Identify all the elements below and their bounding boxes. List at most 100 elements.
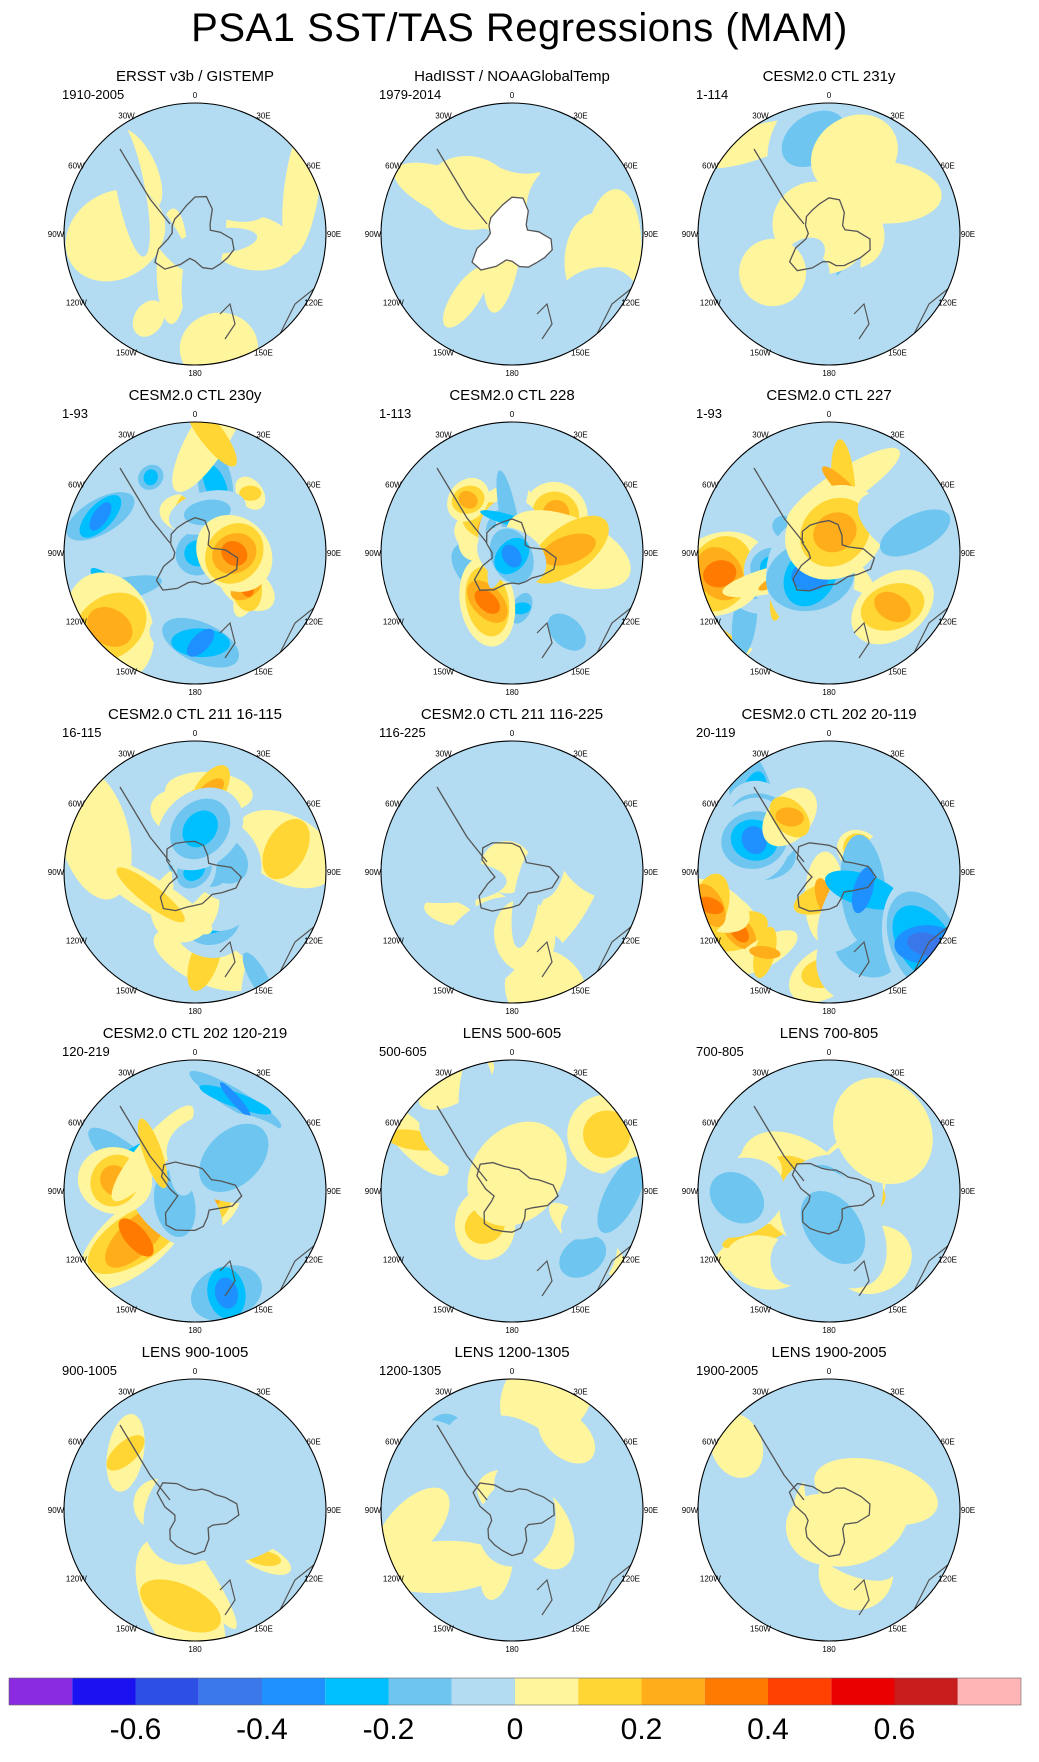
australia-outline bbox=[913, 1240, 955, 1292]
longitude-label: 90E bbox=[644, 868, 658, 877]
longitude-label: 60W bbox=[385, 162, 402, 171]
longitude-label: 150W bbox=[116, 987, 137, 996]
map-panel-15: 0 30E 60E 90E 120E 150E 180 150W 120W 90W 60W 30W LE… bbox=[682, 1344, 975, 1654]
antarctica-outline bbox=[791, 1162, 875, 1235]
field-blob bbox=[749, 946, 781, 959]
longitude-label: 0 bbox=[827, 1048, 832, 1057]
longitude-label: 30W bbox=[435, 111, 452, 120]
panel-title: CESM2.0 CTL 227 bbox=[766, 387, 891, 404]
longitude-label: 150W bbox=[116, 668, 137, 677]
map-border bbox=[697, 102, 961, 366]
antarctica-outline bbox=[471, 196, 553, 271]
longitude-label: 60E bbox=[624, 1119, 638, 1128]
colorbar-segment bbox=[894, 1678, 958, 1705]
longitude-label: 60E bbox=[307, 1119, 321, 1128]
longitude-label: 60E bbox=[624, 162, 638, 171]
field-blob bbox=[176, 227, 258, 256]
longitude-label: 90W bbox=[48, 1187, 65, 1196]
longitude-label: 120W bbox=[66, 299, 87, 308]
colorbar-segment bbox=[72, 1678, 136, 1705]
longitude-label: 180 bbox=[822, 688, 836, 697]
peninsula-outline bbox=[436, 1424, 488, 1501]
field-layer bbox=[381, 1060, 643, 1322]
australia-outline bbox=[596, 602, 638, 654]
longitude-label: 150W bbox=[750, 1625, 771, 1634]
longitude-label: 90W bbox=[682, 230, 699, 239]
longitude-label: 0 bbox=[510, 410, 515, 419]
australia-outline bbox=[596, 1559, 638, 1611]
longitude-label: 120W bbox=[66, 1575, 87, 1584]
australia-outline bbox=[596, 283, 638, 335]
colorbar-segment bbox=[388, 1678, 452, 1705]
antarctica-outline bbox=[159, 840, 243, 912]
nz-outline bbox=[536, 940, 553, 978]
longitude-label: 60E bbox=[624, 800, 638, 809]
field-layer bbox=[64, 1379, 326, 1641]
longitude-label: 30W bbox=[118, 749, 135, 758]
longitude-label: 0 bbox=[510, 1048, 515, 1057]
longitude-label: 60W bbox=[702, 1119, 719, 1128]
antarctica-outline bbox=[155, 517, 239, 591]
longitude-label: 120E bbox=[938, 937, 957, 946]
longitude-label: 0 bbox=[510, 729, 515, 738]
map-border bbox=[697, 421, 961, 685]
longitude-label: 0 bbox=[827, 1367, 832, 1376]
panel-title: CESM2.0 CTL 202 120-219 bbox=[103, 1025, 288, 1042]
field-layer bbox=[381, 422, 643, 684]
australia-outline bbox=[913, 283, 955, 335]
field-blob bbox=[741, 826, 767, 855]
field-layer bbox=[64, 741, 326, 1003]
longitude-label: 60W bbox=[68, 1119, 85, 1128]
longitude-label: 150W bbox=[116, 349, 137, 358]
longitude-label: 30W bbox=[118, 111, 135, 120]
longitude-label: 120W bbox=[383, 1575, 404, 1584]
colorbar-segment bbox=[198, 1678, 262, 1705]
field-blob bbox=[511, 849, 542, 948]
longitude-label: 120W bbox=[66, 1256, 87, 1265]
longitude-label: 180 bbox=[822, 1007, 836, 1016]
longitude-label: 180 bbox=[188, 1326, 202, 1335]
field-blob bbox=[558, 823, 643, 903]
longitude-label: 120W bbox=[66, 618, 87, 627]
field-blob bbox=[501, 544, 522, 568]
longitude-label: 90E bbox=[961, 549, 975, 558]
longitude-label: 60W bbox=[385, 1119, 402, 1128]
field-blob bbox=[413, 1420, 483, 1484]
field-blob bbox=[239, 485, 262, 501]
panel-title: CESM2.0 CTL 228 bbox=[449, 387, 574, 404]
peninsula-outline bbox=[119, 467, 171, 544]
peninsula-outline bbox=[436, 1105, 488, 1182]
longitude-label: 0 bbox=[510, 91, 515, 100]
field-blob bbox=[158, 107, 279, 222]
colorbar-border bbox=[8, 1677, 1022, 1706]
longitude-label: 180 bbox=[822, 1645, 836, 1654]
nz-outline bbox=[853, 1578, 870, 1616]
longitude-label: 30W bbox=[435, 1387, 452, 1396]
longitude-label: 60W bbox=[385, 1438, 402, 1447]
longitude-label: 150E bbox=[571, 1625, 590, 1634]
panel-period: 116-225 bbox=[379, 725, 426, 740]
colorbar-tick-label: 0 bbox=[507, 1713, 524, 1746]
map-border bbox=[63, 102, 327, 366]
colorbar-segment bbox=[578, 1678, 642, 1705]
longitude-label: 180 bbox=[505, 1007, 519, 1016]
panel-title: ERSST v3b / GISTEMP bbox=[116, 68, 274, 85]
longitude-label: 60W bbox=[385, 800, 402, 809]
map-panel-10: 0 30E 60E 90E 120E 150E 180 150W 120W 90W 60W 30W CE… bbox=[48, 1025, 341, 1335]
longitude-label: 30E bbox=[573, 1387, 587, 1396]
map-panel-2: 0 30E 60E 90E 120E 150E 180 150W 120W 90W 60W 30W Ha… bbox=[365, 68, 658, 378]
field-blob bbox=[511, 602, 531, 615]
field-blob bbox=[199, 1123, 269, 1192]
colorbar-segment bbox=[831, 1678, 895, 1705]
antarctica-outline bbox=[472, 1482, 555, 1557]
longitude-label: 150W bbox=[750, 349, 771, 358]
field-blob bbox=[106, 1435, 145, 1471]
field-blob bbox=[443, 266, 489, 328]
field-blob bbox=[465, 115, 552, 174]
map-panel-14: 0 30E 60E 90E 120E 150E 180 150W 120W 90W 60W 30W LE… bbox=[365, 1344, 658, 1654]
map-panel-1: 0 30E 60E 90E 120E 150E 180 150W 120W 90W 60W 30W ER… bbox=[48, 68, 341, 378]
australia-outline bbox=[596, 921, 638, 973]
panel-title: LENS 1900-2005 bbox=[771, 1344, 886, 1361]
longitude-label: 150W bbox=[116, 1306, 137, 1315]
colorbar-segment bbox=[325, 1678, 389, 1705]
